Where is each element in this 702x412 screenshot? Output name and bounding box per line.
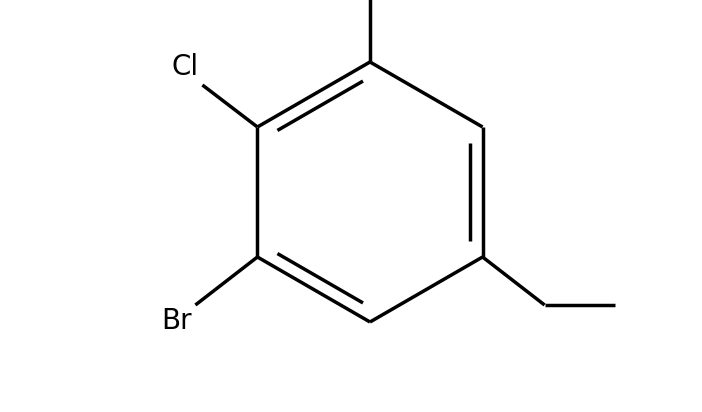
Text: Cl: Cl xyxy=(171,53,199,81)
Text: Br: Br xyxy=(161,307,192,335)
